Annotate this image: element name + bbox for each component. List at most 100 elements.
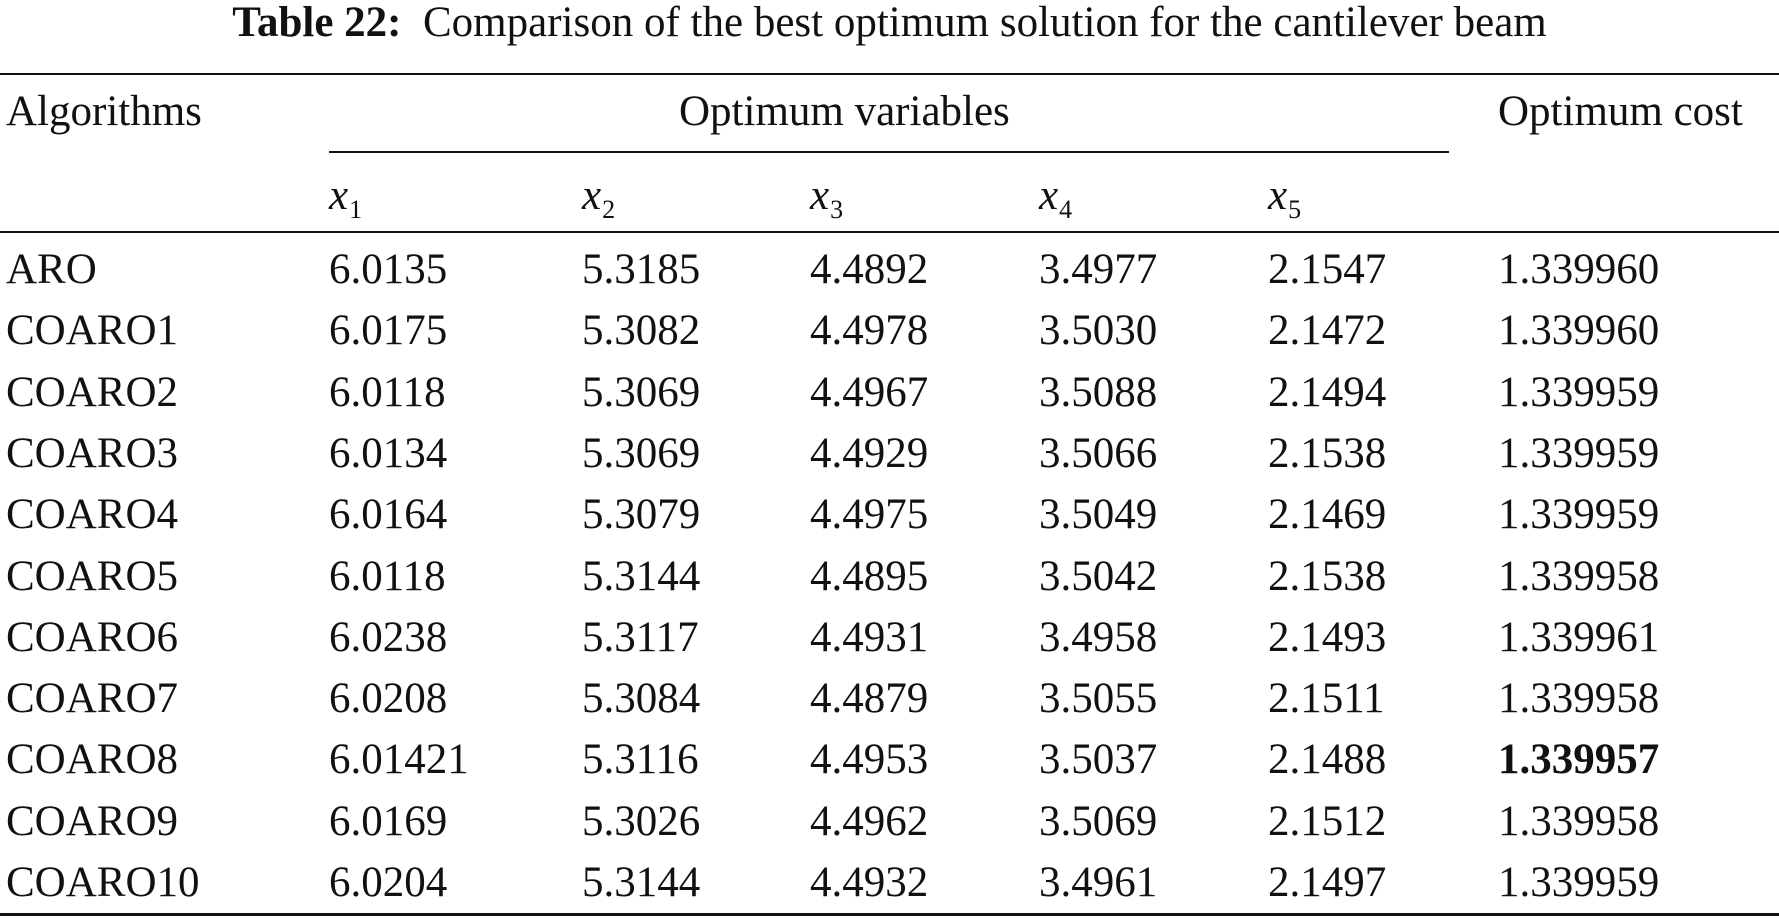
- algorithm-cell: COARO9: [6, 798, 179, 845]
- x2-cell: 5.3082: [582, 307, 701, 354]
- x3-cell: 4.4978: [810, 307, 929, 354]
- x5-cell: 2.1493: [1268, 614, 1387, 661]
- x4-cell: 3.5030: [1039, 307, 1158, 354]
- variable-header-x1: x1: [329, 172, 363, 225]
- variable-header-x2: x2: [582, 172, 616, 225]
- variable-header-x4: x4: [1039, 172, 1073, 225]
- x2-cell: 5.3079: [582, 491, 701, 538]
- x3-cell: 4.4975: [810, 491, 929, 538]
- optimum-cost-cell: 1.339960: [1498, 246, 1660, 293]
- variable-symbol: x: [1039, 172, 1059, 219]
- variable-subscript: 4: [1059, 195, 1073, 224]
- optimum-cost-cell: 1.339957: [1498, 736, 1660, 783]
- optimum-cost-cell: 1.339959: [1498, 369, 1660, 416]
- x4-cell: 3.5049: [1039, 491, 1158, 538]
- algorithm-cell: COARO2: [6, 369, 179, 416]
- variable-header-x3: x3: [810, 172, 844, 225]
- x5-cell: 2.1547: [1268, 246, 1387, 293]
- algorithm-cell: COARO1: [6, 307, 179, 354]
- x5-cell: 2.1512: [1268, 798, 1387, 845]
- algorithm-cell: COARO5: [6, 553, 179, 600]
- x1-cell: 6.0208: [329, 675, 448, 722]
- optimum-cost-cell: 1.339958: [1498, 798, 1660, 845]
- x5-cell: 2.1538: [1268, 553, 1387, 600]
- optimum-cost-cell: 1.339959: [1498, 430, 1660, 477]
- x4-cell: 3.5037: [1039, 736, 1158, 783]
- x5-cell: 2.1497: [1268, 859, 1387, 906]
- x4-cell: 3.5055: [1039, 675, 1158, 722]
- variable-symbol: x: [1268, 172, 1288, 219]
- optimum-variables-rule: [329, 151, 1449, 153]
- optimum-cost-cell: 1.339958: [1498, 553, 1660, 600]
- variable-subscript: 1: [349, 195, 363, 224]
- algorithm-cell: ARO: [6, 246, 97, 293]
- algorithm-cell: COARO10: [6, 859, 200, 906]
- algorithm-cell: COARO4: [6, 491, 179, 538]
- table-number: Table 22:: [232, 0, 402, 46]
- x1-cell: 6.0134: [329, 430, 448, 477]
- x5-cell: 2.1494: [1268, 369, 1387, 416]
- x1-cell: 6.0118: [329, 369, 446, 416]
- x3-cell: 4.4962: [810, 798, 929, 845]
- x1-cell: 6.0164: [329, 491, 448, 538]
- algorithms-header: Algorithms: [6, 88, 202, 135]
- table-caption: Table 22: Comparison of the best optimum…: [0, 0, 1779, 46]
- x2-cell: 5.3116: [582, 736, 699, 783]
- header-bottom-rule: [0, 231, 1779, 233]
- variable-subscript: 3: [830, 195, 844, 224]
- optimum-cost-header: Optimum cost: [1498, 88, 1743, 135]
- variable-symbol: x: [582, 172, 602, 219]
- algorithm-cell: COARO8: [6, 736, 179, 783]
- variable-symbol: x: [329, 172, 349, 219]
- x3-cell: 4.4967: [810, 369, 929, 416]
- x5-cell: 2.1488: [1268, 736, 1387, 783]
- x1-cell: 6.0169: [329, 798, 448, 845]
- algorithm-cell: COARO6: [6, 614, 179, 661]
- x5-cell: 2.1538: [1268, 430, 1387, 477]
- x4-cell: 3.5042: [1039, 553, 1158, 600]
- x5-cell: 2.1469: [1268, 491, 1387, 538]
- variable-subscript: 2: [602, 195, 616, 224]
- variable-header-x5: x5: [1268, 172, 1302, 225]
- optimum-variables-header: Optimum variables: [679, 88, 1010, 135]
- x3-cell: 4.4895: [810, 553, 929, 600]
- x2-cell: 5.3026: [582, 798, 701, 845]
- x2-cell: 5.3069: [582, 430, 701, 477]
- x5-cell: 2.1511: [1268, 675, 1385, 722]
- x2-cell: 5.3117: [582, 614, 699, 661]
- x1-cell: 6.0118: [329, 553, 446, 600]
- x3-cell: 4.4932: [810, 859, 929, 906]
- x3-cell: 4.4879: [810, 675, 929, 722]
- x1-cell: 6.0204: [329, 859, 448, 906]
- algorithm-cell: COARO3: [6, 430, 179, 477]
- optimum-cost-cell: 1.339958: [1498, 675, 1660, 722]
- optimum-cost-cell: 1.339959: [1498, 491, 1660, 538]
- optimum-cost-cell: 1.339961: [1498, 614, 1660, 661]
- table-bottom-rule: [0, 913, 1779, 916]
- x2-cell: 5.3185: [582, 246, 701, 293]
- x3-cell: 4.4892: [810, 246, 929, 293]
- x3-cell: 4.4953: [810, 736, 929, 783]
- table-top-rule: [0, 73, 1779, 75]
- x1-cell: 6.0135: [329, 246, 448, 293]
- x1-cell: 6.01421: [329, 736, 469, 783]
- x4-cell: 3.5088: [1039, 369, 1158, 416]
- algorithm-cell: COARO7: [6, 675, 179, 722]
- x2-cell: 5.3084: [582, 675, 701, 722]
- x1-cell: 6.0175: [329, 307, 448, 354]
- x4-cell: 3.5066: [1039, 430, 1158, 477]
- x4-cell: 3.4958: [1039, 614, 1158, 661]
- x3-cell: 4.4929: [810, 430, 929, 477]
- x1-cell: 6.0238: [329, 614, 448, 661]
- x4-cell: 3.5069: [1039, 798, 1158, 845]
- x2-cell: 5.3144: [582, 859, 701, 906]
- variable-symbol: x: [810, 172, 830, 219]
- x2-cell: 5.3069: [582, 369, 701, 416]
- x4-cell: 3.4977: [1039, 246, 1158, 293]
- x2-cell: 5.3144: [582, 553, 701, 600]
- optimum-cost-cell: 1.339959: [1498, 859, 1660, 906]
- optimum-cost-cell: 1.339960: [1498, 307, 1660, 354]
- variable-subscript: 5: [1288, 195, 1302, 224]
- table-title: Comparison of the best optimum solution …: [423, 0, 1547, 46]
- x3-cell: 4.4931: [810, 614, 929, 661]
